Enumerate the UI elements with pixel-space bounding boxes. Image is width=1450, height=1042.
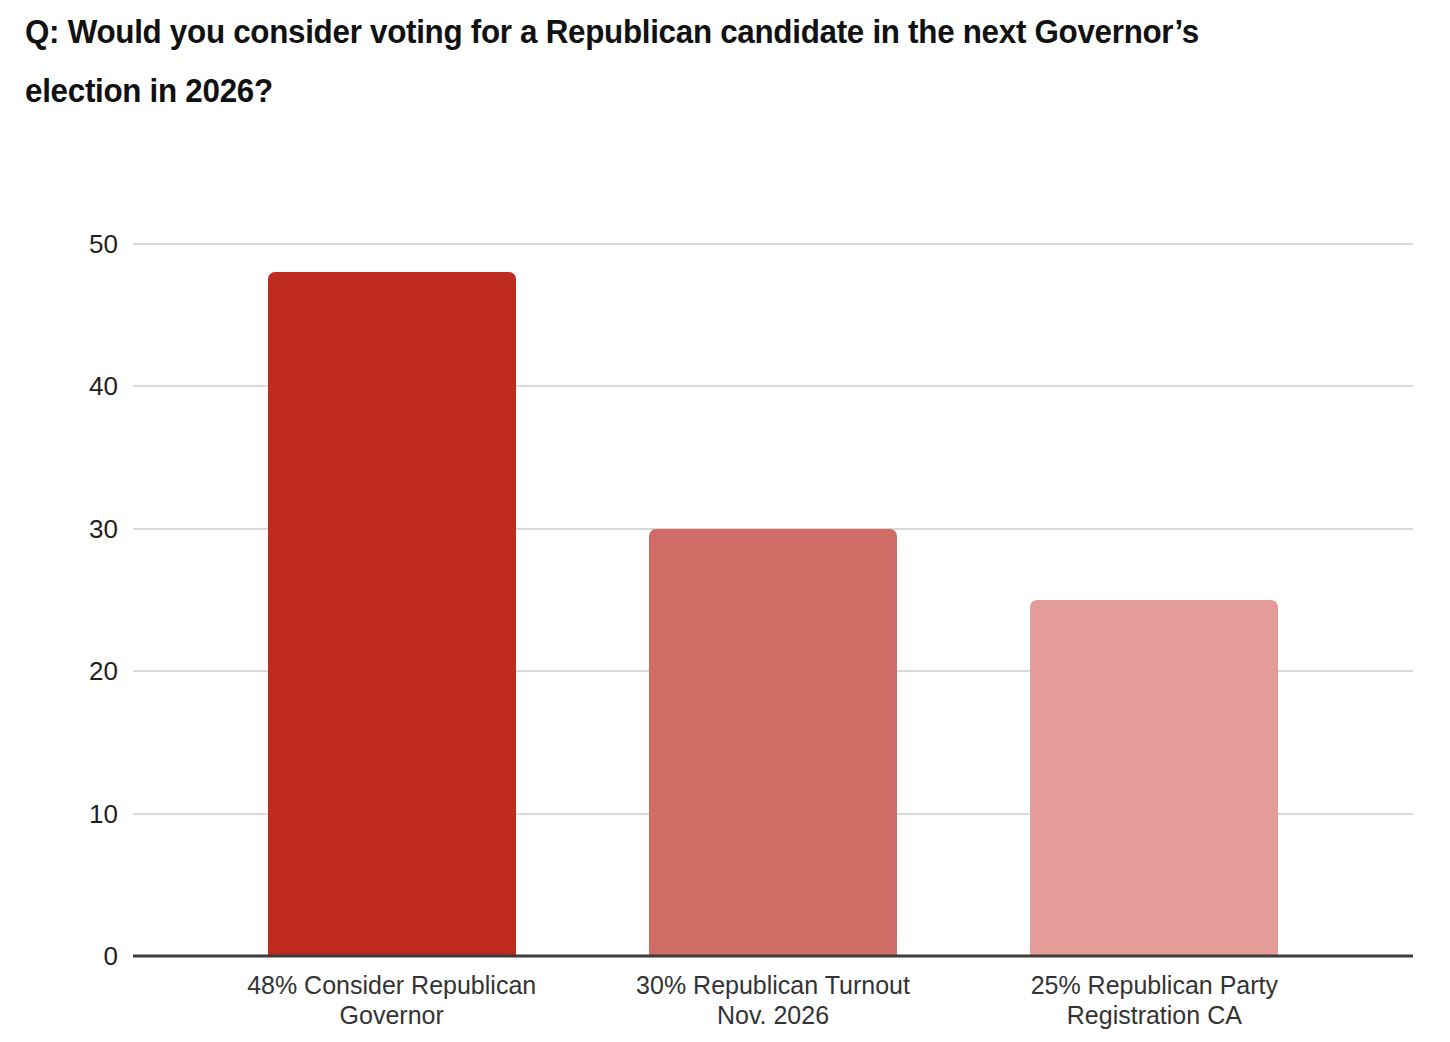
chart-title: Q: Would you consider voting for a Repub… [25, 2, 1199, 120]
plot-area: 01020304050 [133, 244, 1413, 956]
bar-slot-2 [582, 244, 963, 956]
y-tick-label-0: 0 [104, 943, 118, 969]
y-tick-label-30: 30 [89, 516, 118, 542]
bar-chart: Q: Would you consider voting for a Repub… [0, 0, 1450, 1042]
bar-3 [1030, 600, 1278, 956]
chart-title-line-1: Q: Would you consider voting for a Repub… [25, 2, 1199, 61]
bar-slot-3 [964, 244, 1345, 956]
y-tick-label-50: 50 [89, 231, 118, 257]
x-category-label-2: 30% Republican Turnout Nov. 2026 [582, 970, 963, 1030]
x-category-label-1: 48% Consider Republican Governor [201, 970, 582, 1030]
y-tick-label-10: 10 [89, 801, 118, 827]
x-axis-line [133, 955, 1413, 958]
x-axis-labels: 48% Consider Republican Governor30% Repu… [201, 970, 1345, 1030]
y-tick-label-20: 20 [89, 658, 118, 684]
chart-title-line-2: election in 2026? [25, 61, 1199, 120]
bar-2 [649, 529, 897, 956]
bar-1 [268, 272, 516, 956]
bars [201, 244, 1345, 956]
x-category-label-3: 25% Republican Party Registration CA [964, 970, 1345, 1030]
bar-slot-1 [201, 244, 582, 956]
y-tick-label-40: 40 [89, 373, 118, 399]
